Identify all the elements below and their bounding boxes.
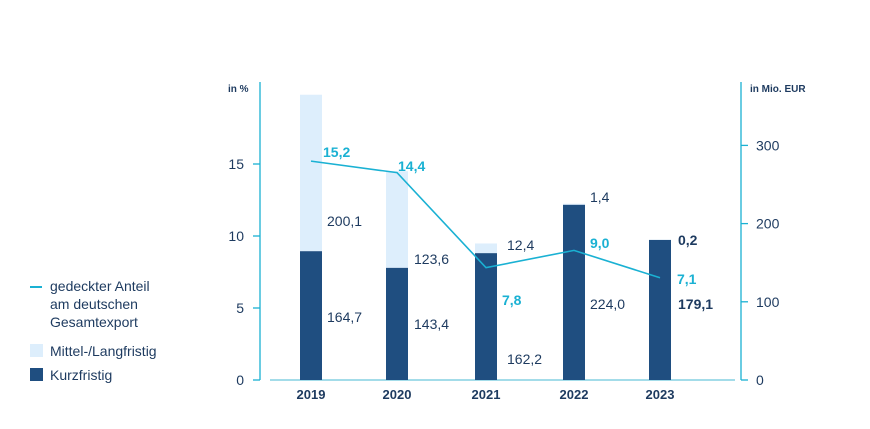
bar-mittel-langfristig <box>300 94 322 252</box>
data-label-mittel-langfristig: 123,6 <box>414 251 449 267</box>
data-label-mittel-langfristig: 12,4 <box>507 237 534 253</box>
data-label-kurzfristig: 162,2 <box>507 351 542 367</box>
data-label-gedeckter-anteil: 9,0 <box>590 235 610 251</box>
bar-kurzfristig <box>386 267 408 380</box>
bar-kurzfristig <box>649 239 671 380</box>
line-gedeckter-anteil <box>310 160 661 279</box>
data-label-mittel-langfristig: 1,4 <box>590 189 610 205</box>
right-axis-tick-label: 300 <box>756 137 780 153</box>
data-label-gedeckter-anteil: 15,2 <box>323 144 350 160</box>
data-label-mittel-langfristig: 200,1 <box>327 213 362 229</box>
data-label-gedeckter-anteil: 14,4 <box>398 158 425 174</box>
bar-kurzfristig <box>563 204 585 380</box>
left-axis-unit: in % <box>228 84 249 95</box>
bar-mittel-langfristig <box>563 203 585 205</box>
x-category-label: 2022 <box>560 387 589 402</box>
data-label-kurzfristig: 143,4 <box>414 316 449 332</box>
data-label-gedeckter-anteil: 7,1 <box>677 271 697 287</box>
bar-kurzfristig <box>300 251 322 380</box>
left-axis-tick-label: 10 <box>228 228 244 244</box>
x-category-label: 2019 <box>297 387 326 402</box>
bar-kurzfristig <box>475 253 497 380</box>
bar-mittel-langfristig <box>475 243 497 254</box>
data-label-mittel-langfristig: 0,2 <box>678 232 698 248</box>
data-label-kurzfristig: 224,0 <box>590 296 625 312</box>
bar-mittel-langfristig <box>386 171 408 268</box>
x-category-label: 2020 <box>383 387 412 402</box>
data-label-kurzfristig: 179,1 <box>678 296 713 312</box>
right-axis-tick-label: 0 <box>756 372 764 388</box>
left-axis-tick-label: 15 <box>228 156 244 172</box>
data-label-gedeckter-anteil: 7,8 <box>502 292 522 308</box>
right-axis-unit: in Mio. EUR <box>750 84 806 95</box>
data-label-kurzfristig: 164,7 <box>327 309 362 325</box>
left-axis-tick-label: 0 <box>236 372 244 388</box>
right-axis-tick-label: 100 <box>756 294 780 310</box>
x-category-label: 2023 <box>646 387 675 402</box>
right-axis-tick-label: 200 <box>756 216 780 232</box>
left-axis-tick-label: 5 <box>236 300 244 316</box>
x-category-label: 2021 <box>472 387 501 402</box>
